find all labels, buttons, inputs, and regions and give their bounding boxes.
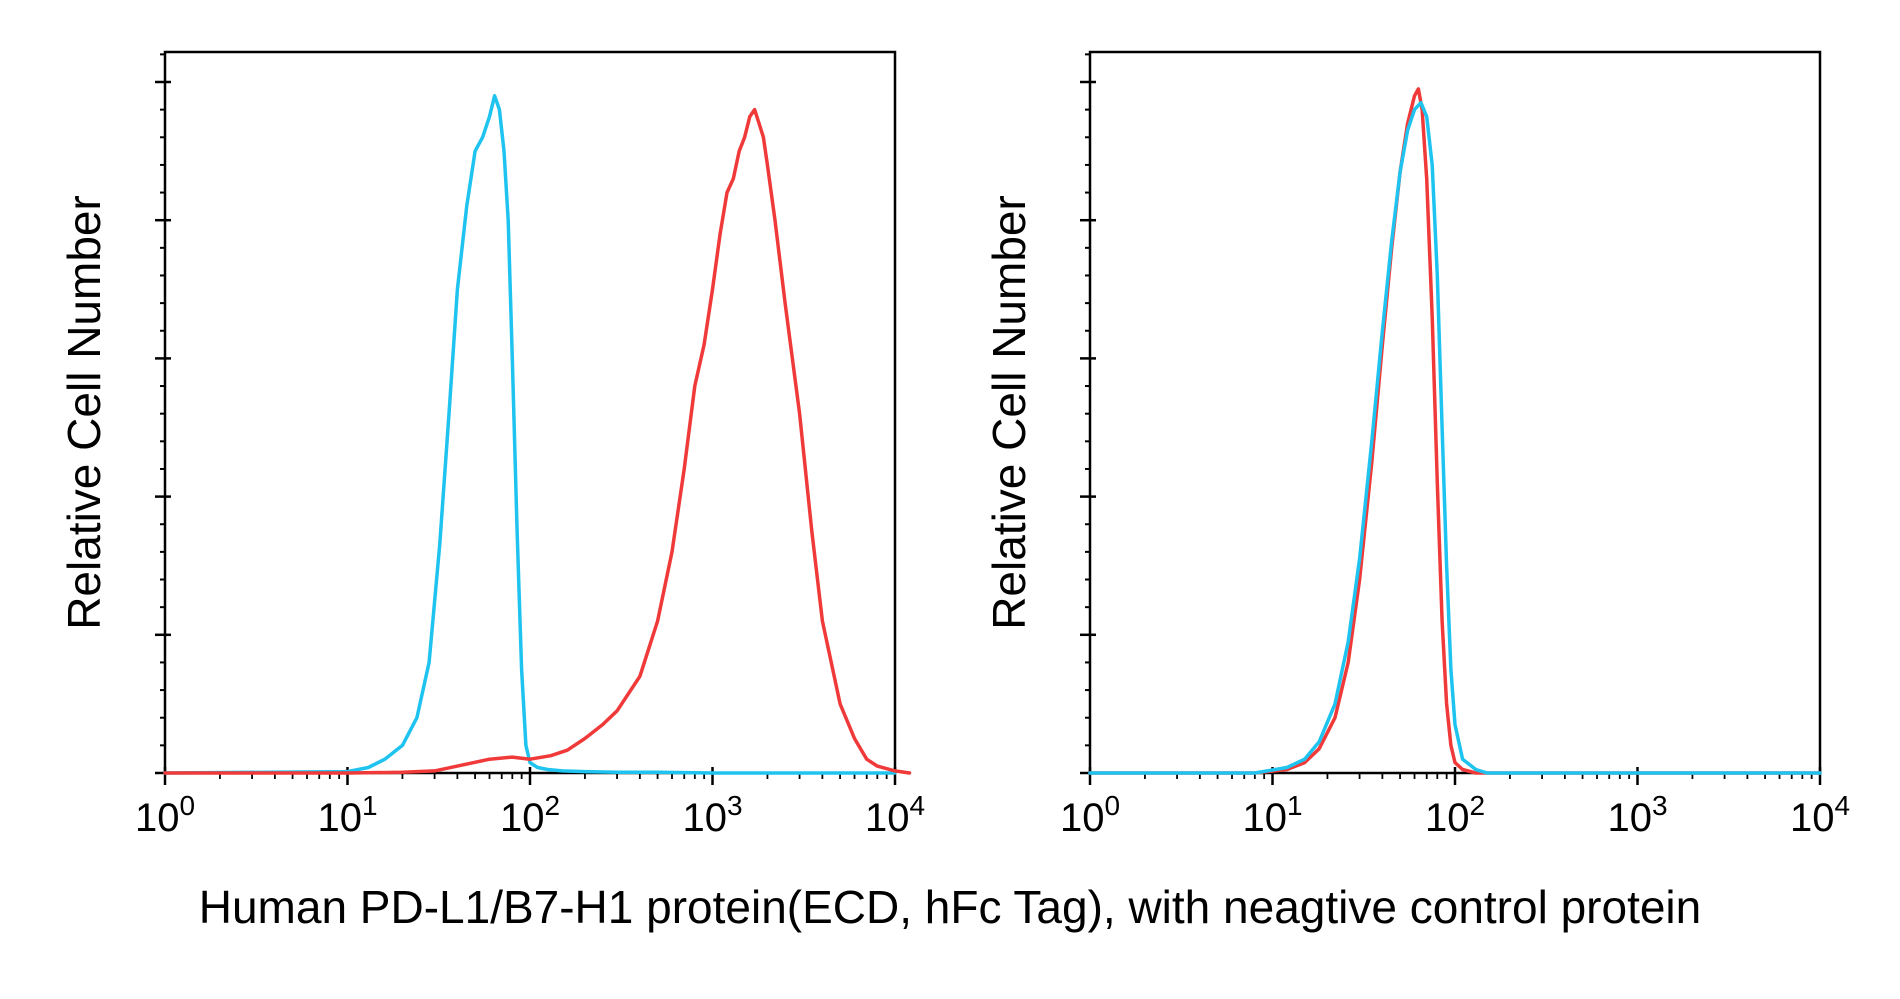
y-axis-label: Relative Cell Number (58, 195, 110, 630)
x-tick-label-base: 10 (1790, 796, 1835, 840)
histogram-series-1 (163, 107, 912, 775)
x-tick-label: 104 (1790, 790, 1850, 840)
x-tick-label-base: 10 (135, 796, 180, 840)
x-tick-label-exponent: 4 (1834, 790, 1850, 821)
x-tick-label-base: 10 (317, 796, 362, 840)
y-axis-label: Relative Cell Number (983, 195, 1035, 630)
x-tick-label-exponent: 3 (1652, 790, 1668, 821)
x-tick-label-base: 10 (1425, 796, 1470, 840)
x-tick-label-exponent: 2 (544, 790, 560, 821)
x-tick-label-base: 10 (1060, 796, 1105, 840)
plot-frame (1088, 50, 1822, 775)
x-tick-label-base: 10 (500, 796, 545, 840)
x-tick-label: 101 (317, 790, 377, 840)
x-tick-label: 101 (1242, 790, 1302, 840)
x-tick-label-base: 10 (1607, 796, 1652, 840)
x-tick-label-exponent: 4 (909, 790, 925, 821)
x-tick-label: 102 (1425, 790, 1485, 840)
x-tick-label-base: 10 (1242, 796, 1287, 840)
x-tick-label: 100 (135, 790, 195, 840)
x-tick-label-exponent: 2 (1469, 790, 1485, 821)
x-tick-label-exponent: 3 (727, 790, 743, 821)
x-tick-label: 104 (865, 790, 925, 840)
x-tick-label-base: 10 (865, 796, 910, 840)
x-axis-caption: Human PD-L1/B7-H1 protein(ECD, hFc Tag),… (198, 881, 1702, 933)
histogram-series-1 (1088, 100, 1822, 775)
x-tick-label-exponent: 0 (179, 790, 195, 821)
histogram-series-0 (1088, 87, 1822, 775)
x-tick-label: 102 (500, 790, 560, 840)
x-tick-label-base: 10 (682, 796, 727, 840)
histogram-series-0 (163, 94, 897, 775)
x-tick-label: 103 (1607, 790, 1667, 840)
x-tick-label-exponent: 1 (362, 790, 378, 821)
x-tick-label: 100 (1060, 790, 1120, 840)
x-tick-label: 103 (682, 790, 742, 840)
x-tick-label-exponent: 0 (1104, 790, 1120, 821)
x-tick-label-exponent: 1 (1287, 790, 1303, 821)
plot-frame (163, 50, 897, 775)
